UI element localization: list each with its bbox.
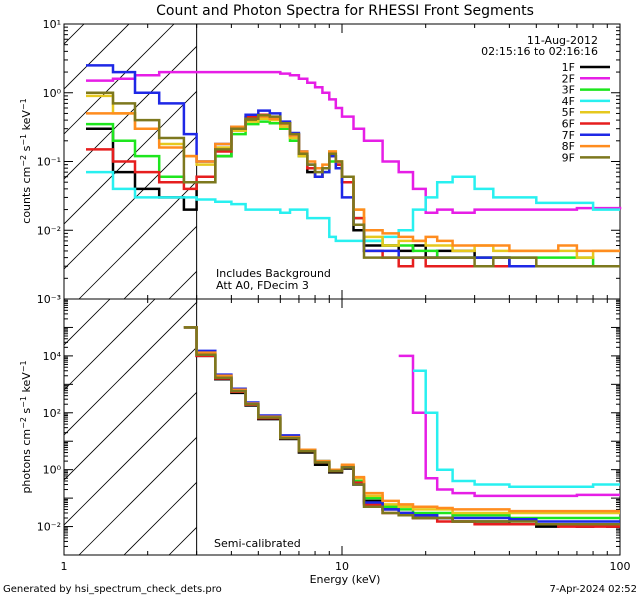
photons-series-group xyxy=(183,326,620,528)
counts-y-tick-label: 10¹ xyxy=(43,18,61,31)
photons-y-tick-label: 10⁴ xyxy=(43,350,62,363)
counts-series-group xyxy=(86,64,622,268)
annotation-semi-calibrated: Semi-calibrated xyxy=(214,537,301,550)
x-tick-label: 1 xyxy=(61,560,68,573)
legend-label-9F: 9F xyxy=(562,151,575,164)
date-label: 11-Aug-2012 xyxy=(527,34,598,47)
legend-label-7F: 7F xyxy=(562,129,575,142)
counts-series-4F xyxy=(86,170,620,243)
counts-series-7F xyxy=(86,64,620,268)
legend-label-6F: 6F xyxy=(562,118,575,131)
legend-label-4F: 4F xyxy=(562,95,575,108)
photons-y-tick-label: 10⁰ xyxy=(43,464,62,477)
photons-series-2F xyxy=(398,354,620,498)
counts-y-tick-label: 10⁰ xyxy=(43,87,62,100)
x-tick-label: 100 xyxy=(610,560,631,573)
legend-label-8F: 8F xyxy=(562,140,575,153)
legend-label-1F: 1F xyxy=(562,61,575,74)
x-tick-label: 10 xyxy=(335,560,349,573)
counts-series-2F xyxy=(86,70,622,214)
legend-label-3F: 3F xyxy=(562,84,575,97)
legend-label-5F: 5F xyxy=(562,106,575,119)
axis-ticks: 10⁻³ 10⁻² 10⁻¹ 10⁰ 10¹ 10⁻² 10⁰ 10² 10⁴ 1 10 100 xyxy=(37,18,631,573)
counts-y-tick-label: 10⁻¹ xyxy=(37,156,61,169)
time-range-label: 02:15:16 to 02:16:16 xyxy=(481,45,598,58)
counts-series-9F xyxy=(86,91,620,268)
counts-y-tick-label: 10⁻² xyxy=(37,224,61,237)
chart-title: Count and Photon Spectra for RHESSI Fron… xyxy=(156,3,534,19)
photons-y-tick-label: 10² xyxy=(43,407,61,420)
annotation-background: Includes Background xyxy=(216,267,331,280)
footer-generator: Generated by hsi_spectrum_check_dets.pro xyxy=(3,584,222,595)
footer-date: 7-Apr-2024 02:52 xyxy=(549,584,637,595)
photons-panel-frame xyxy=(63,298,621,556)
legend-label-2F: 2F xyxy=(562,72,575,85)
photons-y-tick-label: 10⁻² xyxy=(37,521,61,534)
x-axis-label: Energy (keV) xyxy=(310,573,381,586)
annotation-attenuator: Att A0, FDecim 3 xyxy=(216,279,309,292)
counts-y-tick-label: 10⁻³ xyxy=(37,293,61,306)
counts-y-axis-label: counts cm−2 s−1 keV−1 xyxy=(19,98,33,223)
photons-y-axis-label: photons cm−2 s−1 keV−1 xyxy=(19,360,33,493)
photons-series-9F xyxy=(183,326,620,526)
photons-series-4F xyxy=(413,369,620,489)
